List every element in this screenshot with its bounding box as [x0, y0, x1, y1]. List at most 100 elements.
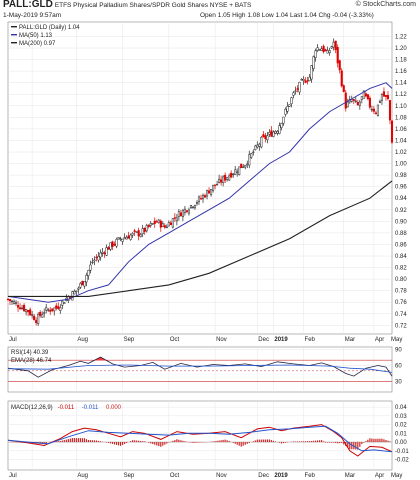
macd-axis-tick-label: 0.01: [395, 431, 407, 437]
macd-legend-entry: 0.000: [106, 405, 122, 411]
price-axis-tick-label: 0.88: [395, 231, 407, 237]
price-candle-body: [242, 166, 245, 168]
rsi-ema-legend-entry: EMA(28) 46.74: [11, 358, 52, 364]
price-candle-body: [179, 212, 182, 217]
price-candle-body: [214, 184, 217, 186]
price-candle-body: [292, 92, 295, 96]
price-candle-body: [61, 300, 64, 306]
price-candle-body: [338, 60, 341, 71]
price-candle-body: [171, 218, 174, 228]
price-candle-body: [322, 45, 325, 53]
watermark: © StockCharts.com: [355, 1, 416, 8]
price-candle-body: [336, 47, 339, 64]
price-axis-tick-label: 1.22: [395, 34, 407, 40]
timestamp: 1-May-2019 9:57am: [3, 12, 62, 19]
price-candle-body: [224, 174, 227, 181]
price-candle-body: [280, 122, 283, 128]
price-x-tick-label: May: [391, 337, 402, 343]
price-candle-body: [151, 223, 154, 225]
rsi-ema-line: [7, 364, 393, 373]
price-candle-body: [59, 307, 62, 311]
macd-x-tick-label: May: [391, 473, 402, 479]
price-candle-body: [304, 80, 307, 83]
price-candle-body: [332, 41, 335, 48]
price-candle-body: [308, 76, 311, 82]
price-axis-tick-label: 1.02: [395, 150, 407, 156]
price-candle-body: [312, 56, 315, 69]
price-candle-body: [380, 94, 383, 101]
macd-axis-tick-label: 0.04: [395, 405, 407, 411]
price-candle-body: [85, 274, 88, 283]
price-legend-swatch: [11, 26, 17, 28]
price-x-tick-label: 2019: [274, 337, 288, 343]
price-axis-tick-label: 1.06: [395, 127, 407, 133]
price-axis-tick-label: 1.18: [395, 58, 407, 64]
price-candle-body: [310, 65, 313, 80]
price-candle-body: [260, 137, 263, 148]
price-candle-body: [14, 302, 18, 304]
price-axis-tick-label: 0.98: [395, 173, 407, 179]
price-candle-body: [324, 49, 327, 52]
price-axis-tick-label: 0.92: [395, 208, 407, 214]
price-candle-body: [127, 235, 130, 239]
price-candle-body: [232, 173, 235, 176]
price-candle-body: [191, 206, 195, 208]
price-candle-body: [207, 190, 211, 194]
price-axis-tick-label: 0.76: [395, 300, 407, 306]
price-candle-body: [165, 226, 168, 229]
price-candle-body: [57, 306, 60, 309]
price-candle-body: [113, 244, 116, 246]
price-candle-body: [212, 184, 215, 191]
price-candle-body: [276, 131, 279, 134]
price-axis-tick-label: 1.04: [395, 138, 407, 144]
ma200-line: [8, 180, 393, 297]
price-candle-body: [185, 210, 188, 212]
macd-signal-line: [7, 425, 393, 453]
price-candle-body: [135, 231, 138, 233]
price-candle-body: [189, 204, 193, 208]
price-candle-body: [87, 269, 90, 276]
price-candle-body: [197, 196, 201, 202]
price-candle-body: [105, 247, 108, 256]
price-candle-body: [49, 309, 52, 312]
price-candle-body: [388, 100, 392, 121]
price-x-tick-label: Mar: [345, 337, 355, 343]
price-candle-body: [354, 100, 357, 102]
price-candle-body: [145, 225, 148, 232]
price-x-tick-label: Sep: [124, 337, 135, 343]
price-candle-body: [121, 238, 124, 242]
price-axis-tick-label: 1.08: [395, 115, 407, 121]
price-candle-body: [79, 283, 82, 288]
price-candle-body: [376, 104, 379, 116]
price-candle-body: [187, 209, 190, 214]
price-candle-body: [282, 116, 285, 124]
price-candle-body: [266, 135, 269, 141]
price-x-tick-label: Oct: [170, 337, 180, 343]
price-candle-body: [360, 96, 363, 100]
price-candle-body: [368, 97, 371, 108]
chart-header: PALL:GLD ETFS Physical Palladium Shares/…: [0, 0, 420, 22]
price-candle-body: [45, 307, 48, 311]
price-candle-body: [302, 78, 305, 81]
price-candle-body: [238, 166, 241, 175]
price-candle-body: [35, 320, 38, 323]
price-candle-body: [33, 315, 36, 321]
price-candle-body: [350, 99, 353, 102]
price-candle-body: [296, 88, 299, 90]
price-candle-body: [157, 219, 160, 223]
price-candle-body: [125, 236, 128, 240]
price-axis-tick-label: 1.00: [395, 162, 407, 168]
price-candle-body: [268, 132, 271, 135]
price-candle-body: [81, 280, 84, 286]
ohlc-readout: Open 1.05 High 1.08 Low 1.04 Last 1.04 C…: [200, 12, 374, 19]
price-candle-body: [382, 91, 386, 97]
price-candle-body: [6, 298, 10, 301]
rsi-legend-entry: RSI(14) 40.39: [11, 350, 49, 356]
price-candle-body: [328, 50, 331, 53]
price-candle-body: [294, 90, 297, 92]
price-axis-tick-label: 1.12: [395, 92, 407, 98]
price-candle-body: [95, 256, 98, 259]
price-candle-body: [258, 143, 261, 147]
macd-x-tick-label: Feb: [305, 473, 316, 479]
